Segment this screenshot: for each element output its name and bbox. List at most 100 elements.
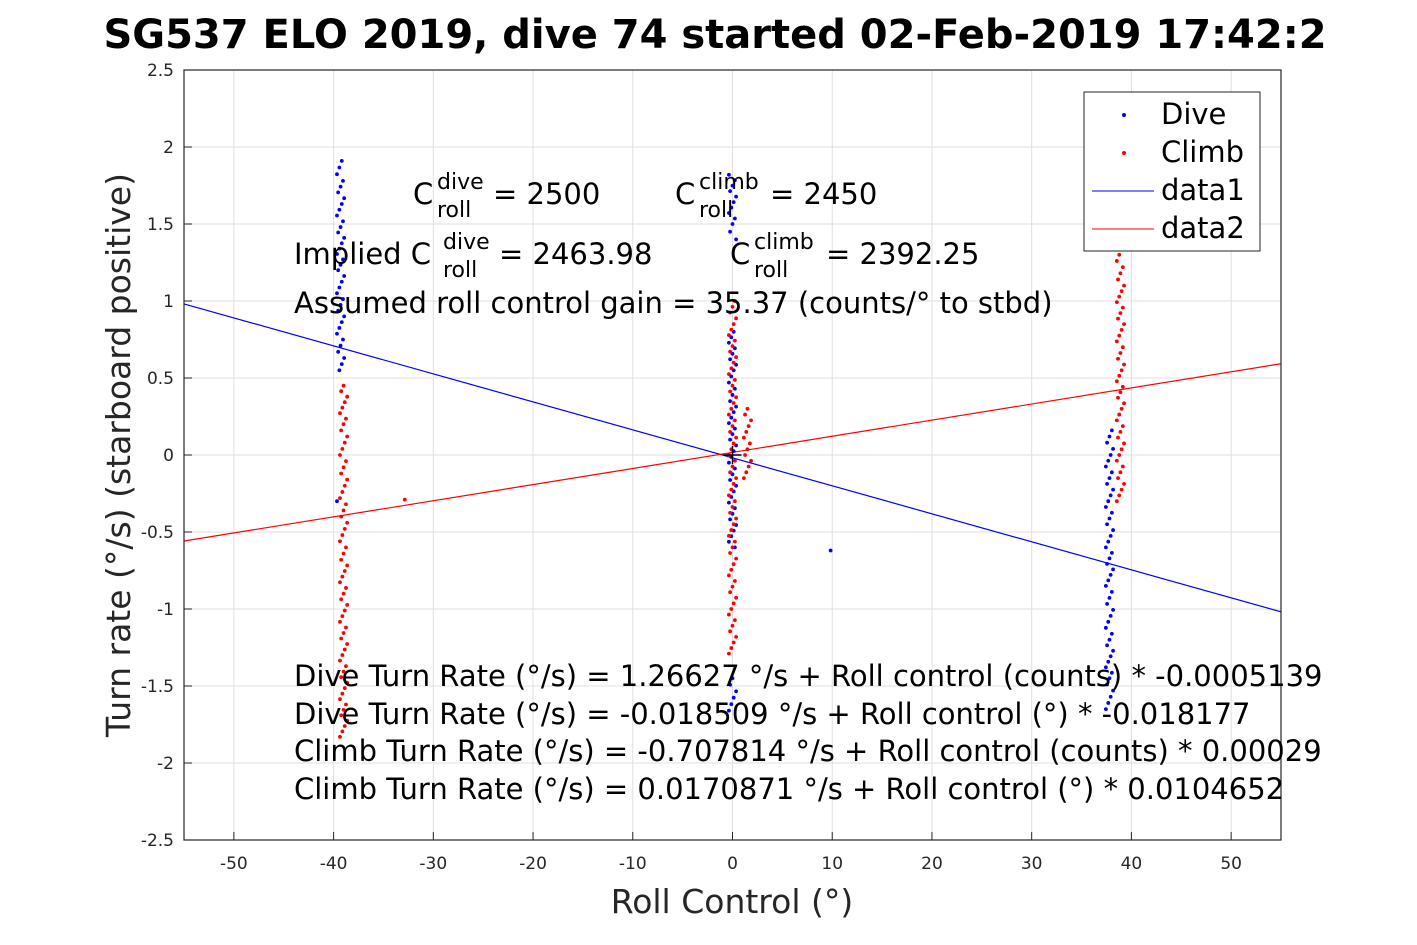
dive-point [337,246,342,251]
climb-point [731,322,736,326]
climb-point [338,496,342,501]
annotation-implied-dive: Implied C dive roll = 2463.98 [294,230,652,283]
climb-point [1116,395,1120,400]
dive-point [1106,499,1111,504]
dive-point [1106,619,1111,624]
dive-point [341,178,345,183]
climb-point [746,424,751,429]
climb-point [1114,259,1119,263]
climb-point [749,418,753,423]
climb-point [1122,322,1126,326]
climb-point [1119,447,1124,452]
climb-point [1117,294,1122,299]
climb-point [1114,418,1119,423]
climb-point [402,497,407,502]
annotation-c-dive: C dive roll = 2500 [413,170,600,223]
dive-point [728,399,733,403]
climb-point [732,539,737,544]
annotation-c-climb: C climb roll = 2450 [675,170,877,223]
points [335,158,1126,739]
climb-point [728,349,733,354]
climb-point [1118,430,1123,434]
dive-point [1103,665,1108,670]
dive-point [728,189,733,194]
dive-point [727,380,731,385]
dive-point [828,548,833,553]
climb-point [734,595,738,600]
climb-point [734,395,738,400]
climb-point [1117,453,1122,457]
dive-point [338,184,343,189]
climb-point [1119,327,1124,332]
climb-point [1120,464,1125,469]
climb-point [730,505,735,509]
climb-point [1114,339,1119,344]
y-tick-label: -0.5 [141,523,174,543]
dive-point [727,211,731,215]
dive-point [731,200,736,204]
dive-point [732,178,737,183]
dive-point [339,158,344,163]
climb-point [342,608,347,613]
dive-point [1106,578,1111,583]
climb-point [745,406,750,411]
dive-point [337,285,342,290]
dive-point [1108,533,1113,538]
climb-point [732,458,737,463]
climb-point [727,533,731,538]
c-climb-base: C [675,177,695,211]
dive-point [337,165,342,170]
climb-point [342,686,347,691]
dive-point [1109,589,1114,594]
climb-point [741,435,746,440]
climb-point [1122,283,1126,288]
dive-point [336,230,341,235]
dive-point [342,235,347,240]
dive-point [728,357,733,362]
climb-point [1118,390,1123,395]
y-tick-label: 0.5 [147,369,174,389]
climb-point [1119,289,1124,293]
x-tick-label: -30 [419,854,447,874]
x-tick-labels: -50 -40 -30 -20 -10 0 10 20 30 40 50 [220,854,1242,874]
climb-point [338,658,342,663]
climb-point [734,355,738,359]
climb-point [731,481,736,486]
climb-point [729,487,734,492]
dive-point [729,335,734,340]
climb-point [746,464,751,469]
x-tick-label: -50 [220,854,248,874]
implied-climb-value: = 2392.25 [826,237,979,271]
dive-point [1109,510,1114,515]
climb-point [342,647,347,652]
climb-point [1114,458,1119,463]
climb-point [345,718,350,723]
dive-point [731,695,736,700]
dive-point [1105,522,1109,527]
dive-point [734,237,738,242]
climb-point [731,441,736,446]
climb-point [729,327,734,332]
climb-point [341,669,346,674]
climb-point [345,477,350,482]
climb-point [338,734,342,739]
climb-point [1120,265,1125,270]
climb-point [345,680,350,685]
dive-point [728,517,733,522]
climb-point [344,545,348,550]
climb-point [728,551,733,555]
dive-point [342,314,347,319]
y-tick-label: 2.5 [147,61,174,81]
climb-point [730,545,735,550]
climb-point [732,418,737,423]
dive-point [341,219,345,224]
climb-point [749,458,753,463]
climb-point [339,713,344,718]
climb-point [338,580,342,585]
legend-dive-marker [1122,113,1126,117]
climb-point [1122,441,1126,446]
dive-point [336,268,341,273]
dive-point [1107,516,1112,521]
dive-point [1103,464,1108,469]
legend-climb-marker [1122,151,1126,155]
